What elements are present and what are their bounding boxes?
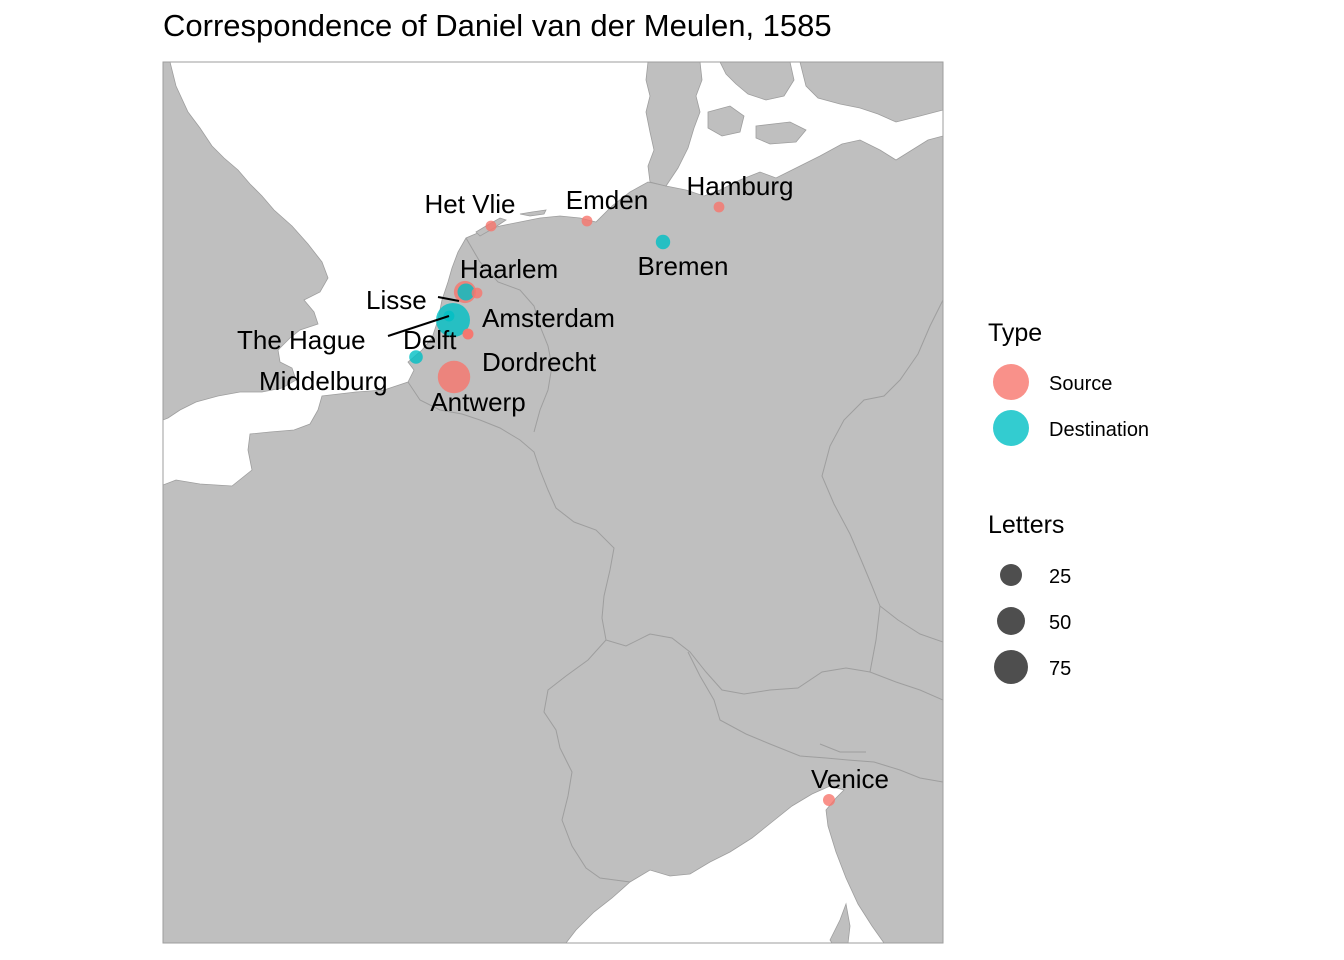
legend-source-key	[993, 364, 1029, 400]
land-continent	[163, 135, 943, 943]
legend-size-label-25: 25	[1049, 566, 1071, 588]
legend-size-key-25	[1000, 564, 1022, 586]
place-label-dordrecht: Dordrecht	[482, 347, 597, 377]
land-danish-isles	[719, 62, 795, 101]
place-label-middelburg: Middelburg	[259, 366, 388, 396]
bubble-bremen-destination	[655, 234, 671, 250]
place-label-lisse: Lisse	[366, 285, 427, 315]
bubble-middelburg-destination	[409, 350, 423, 364]
map-panel: Het Vlie Emden Hamburg Bremen Haarlem Lisse Am…	[163, 62, 943, 943]
bubble-het-vlie-source	[485, 220, 497, 232]
legend-source-label: Source	[1049, 373, 1112, 395]
bubble-hamburg-source	[713, 201, 725, 213]
legend-destination-key	[993, 410, 1029, 446]
country-borders	[407, 237, 943, 883]
land-jutland	[645, 62, 703, 187]
leader-line-the-hague	[387, 315, 450, 337]
place-label-het-vlie: Het Vlie	[424, 189, 515, 219]
label-layer: Het Vlie Emden Hamburg Bremen Haarlem Lisse Am…	[237, 171, 889, 794]
bubble-antwerp-source	[437, 360, 471, 394]
place-label-venice: Venice	[811, 764, 889, 794]
legend-size-label-50: 50	[1049, 612, 1071, 634]
bubble-lisse-source	[471, 287, 483, 299]
land-scandinavia	[799, 62, 943, 123]
bubble-amsterdam-destination	[436, 303, 470, 337]
map-title: Correspondence of Daniel van der Meulen,…	[163, 8, 832, 43]
place-label-amsterdam: Amsterdam	[482, 303, 615, 333]
panel-border	[162, 61, 944, 944]
land-east-frisian-islands	[519, 209, 547, 217]
bubble-dordrecht-source	[462, 328, 474, 340]
leader-line-lisse	[437, 296, 460, 302]
place-label-bremen: Bremen	[637, 251, 728, 281]
legend-type-title: Type	[988, 319, 1042, 347]
land-island-lolland	[755, 121, 807, 145]
bubble-emden-source	[581, 215, 593, 227]
place-label-hamburg: Hamburg	[687, 171, 794, 201]
bubble-haarlem-destination	[457, 283, 475, 301]
legend-letters-title: Letters	[988, 511, 1064, 539]
legend-size-key-75	[994, 650, 1028, 684]
place-label-the-hague: The Hague	[237, 325, 366, 355]
bubble-venice-source	[823, 794, 835, 806]
legend: Type Source Destination Letters 25 50 75	[988, 319, 1149, 684]
land-island-fyn	[707, 105, 745, 137]
place-label-haarlem: Haarlem	[460, 254, 558, 284]
legend-destination-label: Destination	[1049, 419, 1149, 441]
place-label-antwerp: Antwerp	[430, 387, 525, 417]
land-great-britain	[163, 62, 329, 421]
legend-size-key-50	[997, 607, 1025, 635]
place-label-emden: Emden	[566, 185, 648, 215]
place-label-delft: Delft	[403, 325, 457, 355]
legend-size-label-75: 75	[1049, 658, 1071, 680]
land-corsica	[829, 902, 851, 943]
